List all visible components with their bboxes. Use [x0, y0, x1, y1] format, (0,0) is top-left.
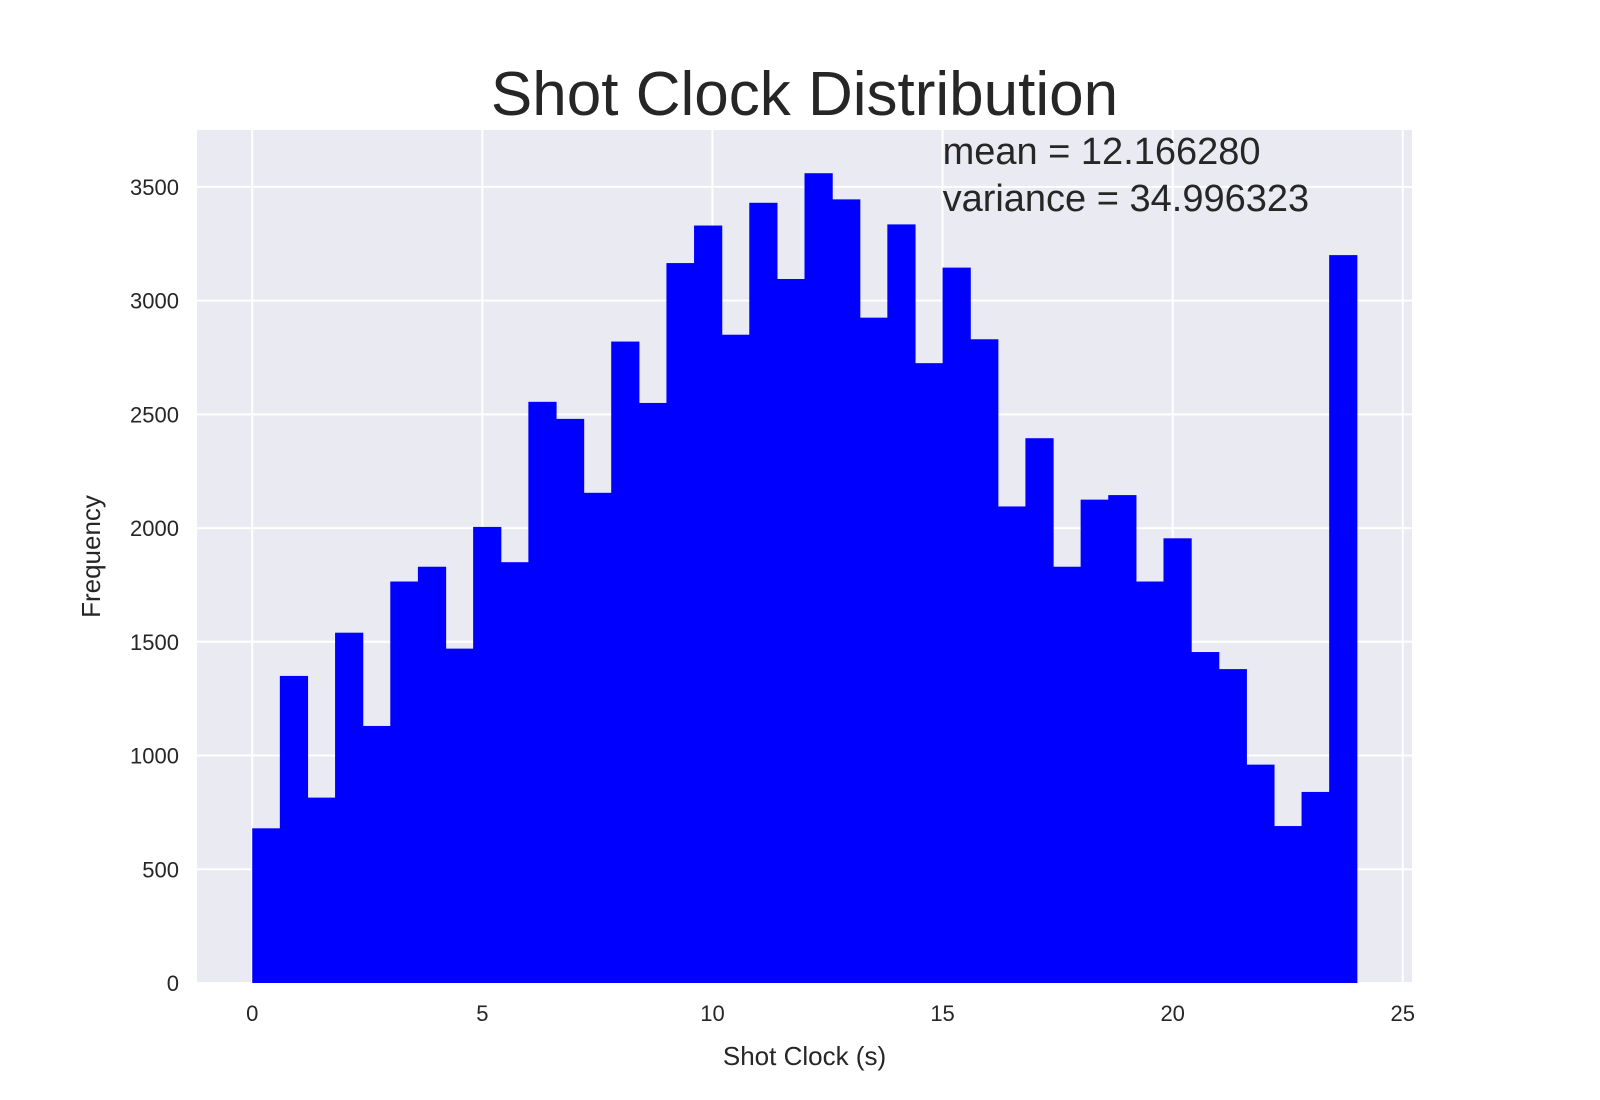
histogram-bar	[1135, 581, 1165, 983]
histogram-bar	[887, 224, 916, 983]
histogram-bar	[252, 828, 281, 983]
histogram-bar	[638, 402, 668, 984]
y-tick-label: 1000	[130, 744, 179, 769]
histogram-bar	[1273, 826, 1303, 983]
histogram-bar	[1191, 652, 1220, 983]
histogram-bar	[1218, 669, 1247, 983]
histogram-bar	[914, 363, 944, 983]
histogram-bar	[473, 526, 502, 983]
histogram-bar	[749, 202, 778, 984]
histogram-bar	[362, 725, 391, 983]
histogram-bar	[832, 199, 861, 984]
chart-title: Shot Clock Distribution	[491, 60, 1118, 129]
histogram-bar	[997, 506, 1027, 983]
x-tick-label: 10	[700, 1001, 724, 1026]
histogram-bar	[776, 278, 806, 983]
histogram-bar	[555, 418, 585, 983]
histogram-bar	[1080, 499, 1109, 983]
x-axis-ticks: 0 5 10 15 20 25	[246, 1001, 1415, 1026]
histogram-bar	[500, 562, 529, 983]
histogram-bar	[721, 334, 750, 984]
histogram-bar	[1329, 255, 1358, 983]
x-tick-label: 15	[930, 1001, 954, 1026]
histogram-bars	[252, 173, 1358, 984]
histogram-bar	[1163, 538, 1192, 983]
y-tick-label: 2500	[130, 402, 179, 427]
histogram-bar	[859, 317, 888, 983]
histogram-bar	[1301, 791, 1330, 983]
y-tick-label: 3500	[130, 175, 179, 200]
histogram-bar	[1053, 566, 1082, 983]
histogram-bar	[335, 632, 364, 983]
histogram-bar	[694, 225, 723, 983]
histogram-bar	[666, 263, 695, 983]
histogram-bar	[279, 675, 309, 983]
histogram-bar	[804, 173, 833, 983]
y-axis-ticks: 0 500 1000 1500 2000 2500 3000 3500	[130, 175, 179, 996]
histogram-bar	[1025, 438, 1054, 983]
x-tick-label: 20	[1160, 1001, 1184, 1026]
x-tick-label: 25	[1391, 1001, 1415, 1026]
y-tick-label: 0	[167, 971, 179, 996]
x-tick-label: 5	[476, 1001, 488, 1026]
histogram-bar	[528, 401, 557, 984]
x-tick-label: 0	[246, 1001, 258, 1026]
y-tick-label: 2000	[130, 516, 179, 541]
histogram-bar	[417, 566, 447, 983]
histogram-bar	[390, 581, 419, 983]
y-tick-label: 500	[142, 857, 179, 882]
histogram-bar	[970, 339, 999, 983]
histogram-bar	[942, 267, 971, 984]
mean-annotation: mean = 12.166280	[943, 131, 1261, 173]
histogram-bar	[1246, 764, 1275, 983]
y-tick-label: 3000	[130, 289, 179, 314]
variance-annotation: variance = 34.996323	[943, 178, 1310, 220]
histogram-bar	[583, 492, 612, 983]
histogram-bar	[307, 797, 336, 983]
histogram-bar	[445, 648, 474, 983]
x-axis-label: Shot Clock (s)	[723, 1041, 886, 1071]
y-axis-label: Frequency	[76, 495, 106, 618]
histogram-bar	[1108, 495, 1137, 983]
y-tick-label: 1500	[130, 630, 179, 655]
histogram-bar	[611, 341, 640, 983]
